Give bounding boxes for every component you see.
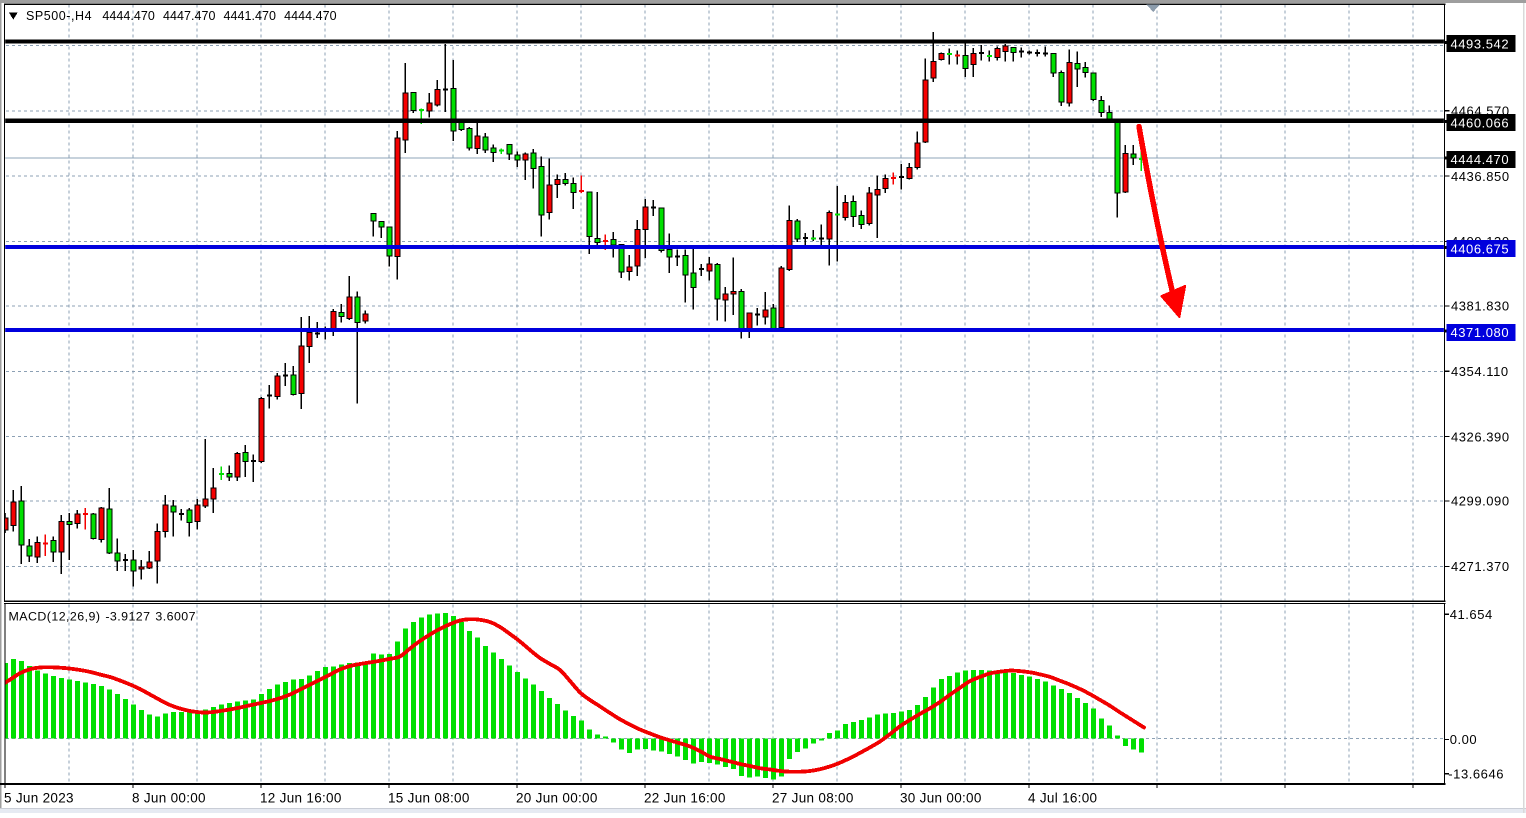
- svg-text:27 Jun 08:00: 27 Jun 08:00: [772, 790, 854, 805]
- svg-text:20 Jun 00:00: 20 Jun 00:00: [516, 790, 598, 805]
- svg-text:SP500-,H4: SP500-,H4: [26, 9, 92, 23]
- svg-text:4444.470 4447.470 4441.470 444: 4444.470 4447.470 4441.470 4444.470: [102, 9, 336, 23]
- svg-text:30 Jun 00:00: 30 Jun 00:00: [900, 790, 982, 805]
- svg-text:4436.850: 4436.850: [1451, 169, 1510, 184]
- svg-text:4460.066: 4460.066: [1451, 115, 1510, 130]
- svg-text:5 Jun 2023: 5 Jun 2023: [4, 790, 74, 805]
- svg-text:22 Jun 16:00: 22 Jun 16:00: [644, 790, 726, 805]
- svg-text:41.654: 41.654: [1450, 607, 1493, 622]
- svg-text:4371.080: 4371.080: [1451, 325, 1510, 340]
- svg-text:4444.470: 4444.470: [1451, 152, 1510, 167]
- svg-text:12 Jun 16:00: 12 Jun 16:00: [260, 790, 342, 805]
- svg-text:15 Jun 08:00: 15 Jun 08:00: [388, 790, 470, 805]
- svg-text:4406.675: 4406.675: [1451, 241, 1510, 256]
- svg-text:-13.6646: -13.6646: [1448, 767, 1504, 782]
- svg-text:8 Jun 00:00: 8 Jun 00:00: [132, 790, 206, 805]
- svg-text:4493.542: 4493.542: [1451, 36, 1510, 51]
- svg-text:4381.830: 4381.830: [1451, 299, 1510, 314]
- svg-text:4271.370: 4271.370: [1451, 559, 1510, 574]
- svg-text:4354.110: 4354.110: [1451, 364, 1509, 379]
- svg-text:0.00: 0.00: [1450, 732, 1478, 747]
- svg-text:4299.090: 4299.090: [1451, 494, 1510, 509]
- svg-text:4326.390: 4326.390: [1451, 429, 1510, 444]
- svg-text:MACD(12,26,9) -3.9127 3.6007: MACD(12,26,9) -3.9127 3.6007: [9, 610, 196, 624]
- svg-text:4 Jul 16:00: 4 Jul 16:00: [1028, 790, 1097, 805]
